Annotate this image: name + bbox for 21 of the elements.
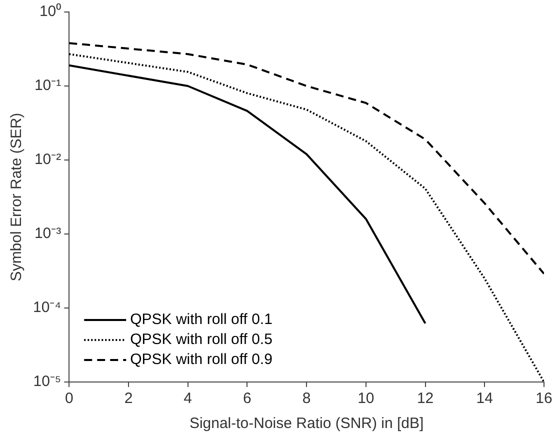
legend-label: QPSK with roll off 0.5 xyxy=(130,331,272,348)
y-tick-label: 10⁻⁵ xyxy=(33,373,62,390)
x-tick-label: 14 xyxy=(476,390,493,408)
x-tick-label: 6 xyxy=(243,390,252,408)
legend-label: QPSK with roll off 0.9 xyxy=(130,351,272,368)
y-tick-label: 10⁰ xyxy=(39,3,62,20)
y-tick-label: 10⁻¹ xyxy=(34,77,62,94)
x-tick-label: 0 xyxy=(64,390,74,408)
line-series xyxy=(69,42,544,275)
y-axis-title: Symbol Error Rate (SER) xyxy=(8,112,26,282)
y-tick-label: 10⁻³ xyxy=(34,225,62,242)
y-tick-label: 10⁻⁴ xyxy=(32,299,62,316)
x-tick-label: 16 xyxy=(536,390,552,408)
x-tick-label: 12 xyxy=(416,390,434,408)
x-tick-label: 8 xyxy=(302,390,311,408)
y-tick-label: 10⁻² xyxy=(34,151,62,168)
x-tick-label: 10 xyxy=(358,390,374,408)
x-tick-label: 4 xyxy=(184,390,192,408)
x-tick-label: 2 xyxy=(124,390,133,408)
legend-label: QPSK with roll off 0.1 xyxy=(130,311,272,328)
x-axis-title: Signal-to-Noise Ratio (SNR) in [dB] xyxy=(189,415,424,432)
